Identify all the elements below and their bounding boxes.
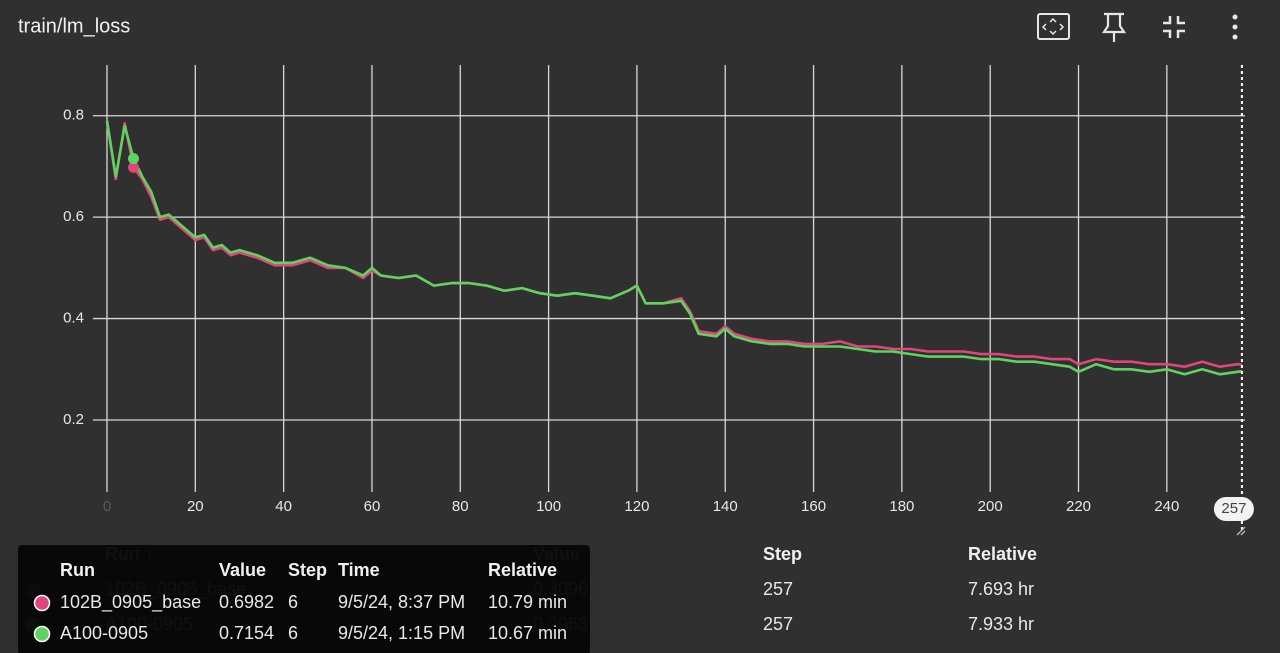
x-tick-label: 60 — [364, 498, 381, 515]
tooltip-cell: 0.7154 — [219, 623, 274, 643]
tooltip-header: Run — [60, 560, 95, 580]
tooltip-cell: 0.6982 — [219, 592, 274, 612]
card-title: train/lm_loss — [18, 15, 130, 37]
run-swatch — [33, 625, 51, 643]
plot: 0.2 0.4 0.6 0.8 0 20 40 60 80 100 120 140 160 180 200 2… — [63, 65, 1254, 530]
hover-point — [127, 153, 139, 165]
tooltip-cell: 6 — [288, 592, 298, 612]
x-tick-label: 220 — [1066, 498, 1091, 515]
tooltip: Run Value Step Time Relative 102B_0905_base 0.… — [18, 545, 590, 653]
table-cell: 7.693 hr — [968, 579, 1034, 599]
x-tick-label: 80 — [452, 498, 469, 515]
tooltip-cell: 9/5/24, 1:15 PM — [338, 623, 465, 643]
table-cell: 7.933 hr — [968, 614, 1034, 634]
x-tick-label: 140 — [713, 498, 738, 515]
x-tick-label: 240 — [1154, 498, 1179, 515]
tooltip-header: Value — [219, 560, 266, 580]
table-header: Relative — [968, 544, 1037, 564]
x-tick-label: 160 — [801, 498, 826, 515]
run-name: A100-0905 — [60, 623, 148, 643]
resize-handle[interactable] — [1236, 526, 1246, 536]
hover-point — [127, 161, 139, 173]
series-line — [105, 120, 1243, 376]
x-tick-label: 100 — [536, 498, 561, 515]
x-tick-label: 180 — [889, 498, 914, 515]
y-tick-label: 0.6 — [63, 208, 84, 225]
tooltip-cell: 10.67 min — [488, 623, 567, 643]
tooltip-cell: 6 — [288, 623, 298, 643]
tooltip-box — [18, 545, 590, 653]
toolbar — [1037, 12, 1238, 42]
tooltip-header: Step — [288, 560, 327, 580]
table-cell: 257 — [763, 614, 793, 634]
table-header: Step — [763, 544, 802, 564]
tooltip-header: Relative — [488, 560, 557, 580]
x-tick-label: 120 — [624, 498, 649, 515]
series-line — [105, 120, 1242, 368]
table-cell: 257 — [763, 579, 793, 599]
x-tick-label: 0 — [103, 498, 111, 515]
run-swatch — [33, 594, 51, 612]
more-button[interactable] — [1232, 14, 1238, 40]
fit-button[interactable] — [1037, 13, 1070, 40]
tooltip-cell: 9/5/24, 8:37 PM — [338, 592, 465, 612]
step-cursor-label: 257 — [1221, 500, 1246, 517]
pin-button[interactable] — [1101, 12, 1127, 42]
y-tick-label: 0.4 — [63, 310, 84, 327]
collapse-button[interactable] — [1163, 16, 1185, 38]
x-tick-label: 200 — [978, 498, 1003, 515]
x-tick-label: 40 — [275, 498, 292, 515]
tooltip-cell: 10.79 min — [488, 592, 567, 612]
run-name: 102B_0905_base — [60, 592, 201, 613]
x-tick-label: 20 — [187, 498, 204, 515]
step-cursor-box — [1213, 497, 1254, 521]
tooltip-header: Time — [338, 560, 380, 580]
y-tick-label: 0.2 — [63, 411, 84, 428]
y-tick-label: 0.8 — [63, 107, 84, 124]
